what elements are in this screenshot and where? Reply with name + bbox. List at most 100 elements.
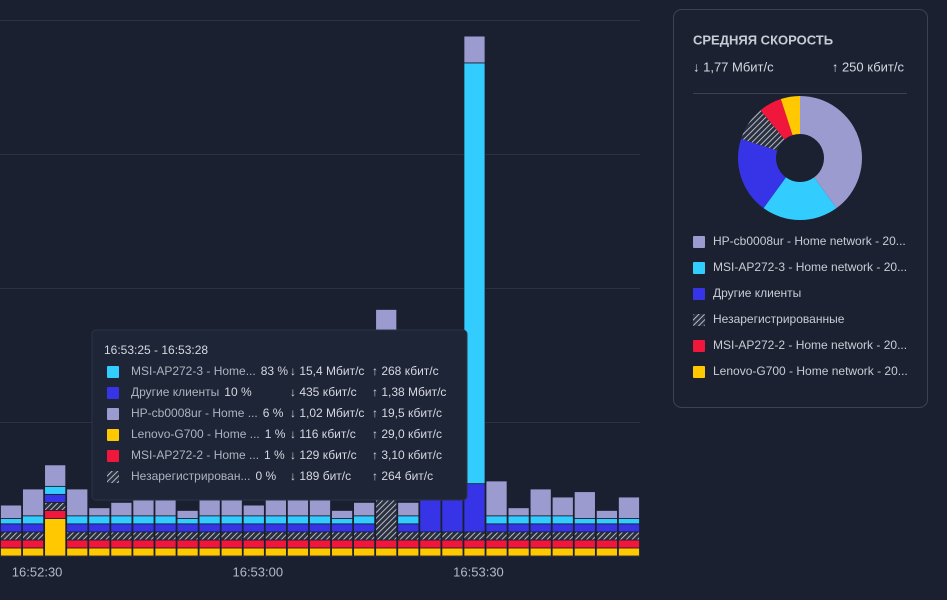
bar-segment [0,523,22,533]
bar-segment [88,515,111,525]
bar-segment [66,531,89,541]
bar-segment [353,547,376,557]
bar-segment [573,547,596,557]
bar-segment [110,531,133,541]
bar-segment [441,547,464,557]
bar-segment [595,539,618,549]
tooltip-up: ↑ 1,38 Мбит/с [372,385,446,399]
bar-segment [264,515,287,525]
tooltip-up: ↑ 264 бит/с [372,469,433,483]
bar-segment [154,515,177,525]
bar-segment [507,531,530,541]
tooltip-up: ↑ 3,10 кбит/с [372,448,442,462]
bar-segment [309,531,331,541]
donut-slice [760,99,793,140]
bar-segment [507,539,530,549]
bar-segment [176,547,199,557]
tooltip-down: ↓ 189 бит/с [290,469,351,483]
tooltip-name: MSI-AP272-3 - Home... [131,364,256,378]
bar-segment [0,539,22,549]
tooltip-down: ↓ 116 кбит/с [290,427,356,441]
tooltip-name: Lenovo-G700 - Home ... [131,427,260,441]
tooltip-down: ↓ 1,02 Мбит/с [290,406,364,420]
donut-slice [741,110,785,151]
bar-segment [485,515,508,525]
bar-segment [264,547,287,557]
legend-label: Lenovo-G700 - Home network - 20... [713,364,908,378]
bar-segment [110,539,133,549]
bar-segment [618,539,640,549]
bar-segment [22,488,45,517]
bar-segment [529,539,552,549]
bar-segment [507,507,530,517]
bar-segment [618,523,640,533]
bar-segment [44,464,67,487]
bar-segment [397,501,420,517]
bar-segment [44,493,67,503]
bar-segment [132,539,155,549]
bar-segment [242,547,265,557]
bar-segment [419,531,442,541]
bar-segment [551,539,574,549]
donut-slice [763,177,837,220]
bar-segment [551,496,574,517]
panel-up: ↑ 250 кбит/с [832,59,905,74]
bar-segment [154,547,177,557]
bar-segment [88,539,111,549]
bar-segment [551,547,574,557]
legend-label: Другие клиенты [713,286,801,300]
bar-segment [618,547,640,557]
legend-swatch [693,288,705,300]
bar-segment [220,523,243,533]
donut-slice [780,96,800,136]
legend-swatch [693,366,705,378]
bar-segment [309,547,331,557]
bar-segment [176,518,199,525]
bar-segment [331,539,354,549]
bar-segment [22,531,45,541]
tooltip-swatch [107,408,119,420]
legend-label: Незарегистрированные [713,312,845,326]
bar-segment [132,515,155,525]
bar-segment [22,523,45,533]
bar-segment [353,531,376,541]
bar-segment [331,523,354,533]
tooltip-share: 1 % [264,448,285,462]
bar-segment [44,518,67,557]
bar-segment [353,515,376,525]
bar-segment [176,510,199,519]
bar-segment [375,547,398,557]
tooltip-down: ↓ 129 кбит/с [290,448,357,462]
tooltip-swatch [107,387,119,399]
panel-title: СРЕДНЯЯ СКОРОСТЬ [693,32,833,47]
tooltip-label: Другие клиенты 10 % [131,385,252,399]
bar-segment [419,539,442,549]
bar-segment [463,539,486,549]
bar-segment [618,518,640,525]
bar-segment [419,547,442,557]
bar-segment [507,547,530,557]
bar-segment [618,531,640,541]
tooltip: 16:53:25 - 16:53:28 MSI-AP272-3 - Home..… [91,329,468,501]
panel-down: ↓ 1,77 Мбит/с [693,59,774,74]
bar-segment [44,510,67,519]
bar-segment [286,523,309,533]
tooltip-label: MSI-AP272-2 - Home ... 1 % [131,448,285,462]
traffic-chart: 16:52:30 16:53:00 16:53:30 [0,20,640,579]
bar-segment [595,531,618,541]
bar-segment [485,523,508,533]
bar-segment [595,518,618,525]
bar-segment [551,531,574,541]
bar-segment [331,518,354,525]
bar-segment [220,539,243,549]
bar-segment [66,488,89,517]
tooltip-share: 6 % [263,406,284,420]
legend-label: MSI-AP272-3 - Home network - 20... [713,260,907,274]
tooltip-up: ↑ 268 кбит/с [372,364,439,378]
bar-segment [22,547,45,557]
bar-segment [331,510,354,519]
bar-segment [66,515,89,525]
bar-segment [44,501,67,511]
bar-segment [88,531,111,541]
